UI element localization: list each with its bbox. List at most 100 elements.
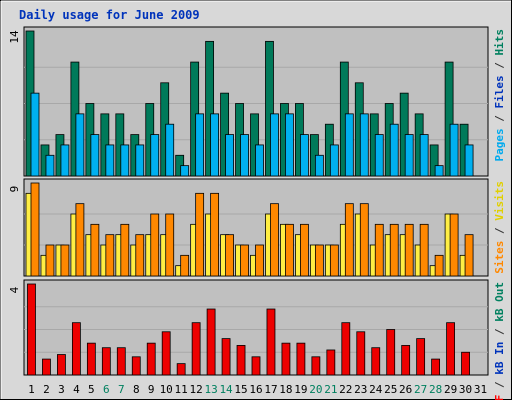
x-tick-label: 14	[219, 383, 233, 396]
bar-files-day-27	[419, 134, 429, 177]
bar-kb-f-day-15	[236, 345, 246, 376]
bar-kb-f-day-10	[161, 331, 171, 376]
ylabel-part: kB Out	[493, 282, 506, 322]
bar-sites-day-9	[150, 213, 160, 277]
x-tick-label: 21	[324, 383, 337, 396]
bar-sites-day-27	[419, 223, 429, 277]
ylabel-part: Files	[493, 75, 506, 108]
bar-sites-day-21	[329, 244, 339, 277]
bar-sites-day-7	[120, 223, 130, 277]
bar-sites-day-6	[105, 234, 115, 277]
bar-sites-day-11	[180, 254, 190, 277]
bar-kb-f-day-11	[176, 363, 186, 376]
bar-kb-f-day-20	[311, 356, 321, 376]
bar-kb-f-day-16	[251, 356, 261, 376]
bar-kb-f-day-13	[206, 308, 216, 376]
x-tick-label: 15	[234, 383, 247, 396]
bar-kb-f-day-7	[116, 347, 126, 376]
bar-kb-f-day-27	[416, 338, 426, 376]
x-tick-label: 17	[264, 383, 277, 396]
x-tick-label: 22	[339, 383, 352, 396]
bar-sites-day-4	[75, 203, 85, 277]
bar-files-day-8	[135, 144, 145, 177]
ymax-label: 14	[8, 30, 21, 44]
bar-sites-day-14	[225, 234, 234, 277]
bar-kb-f-day-30	[461, 351, 470, 376]
bar-kb-f-day-18	[281, 342, 291, 376]
bar-sites-day-15	[240, 244, 249, 277]
bar-files-day-14	[225, 134, 234, 177]
bar-files-day-25	[389, 123, 399, 177]
x-tick-label: 1	[28, 383, 35, 396]
ylabel-part: Hits	[493, 29, 506, 56]
bar-sites-day-2	[45, 244, 55, 277]
bar-sites-day-10	[165, 213, 175, 277]
bar-kb-f-day-12	[191, 322, 201, 376]
bar-files-day-28	[434, 165, 444, 177]
bar-files-day-3	[60, 144, 70, 177]
x-tick-label: 16	[249, 383, 262, 396]
bar-kb-f-day-26	[401, 345, 411, 376]
x-tick-label: 13	[204, 383, 217, 396]
x-tick-label: 9	[148, 383, 155, 396]
bar-sites-day-17	[270, 203, 279, 277]
ylabel-hits-files-pages: Pages / Files / Hits	[493, 29, 506, 162]
bar-files-day-11	[180, 165, 190, 177]
x-tick-label: 24	[369, 383, 383, 396]
ylabel-part: Visits	[493, 181, 506, 221]
bar-kb-f-day-23	[356, 331, 366, 376]
bar-files-day-10	[165, 123, 175, 177]
x-tick-label: 27	[414, 383, 427, 396]
bar-kb-f-day-1	[27, 283, 36, 376]
bar-sites-day-20	[314, 244, 324, 277]
bar-sites-day-12	[195, 192, 205, 277]
x-tick-label: 31	[474, 383, 487, 396]
bar-sites-day-24	[374, 223, 384, 277]
ylabel-part: /	[493, 109, 506, 129]
bar-kb-f-day-24	[371, 347, 381, 376]
bar-hits-day-29	[444, 61, 454, 177]
bar-sites-day-25	[389, 223, 399, 277]
x-tick-label: 2	[43, 383, 50, 396]
ylabel-part: kB In	[493, 342, 506, 375]
x-tick-label: 12	[190, 383, 203, 396]
bar-files-day-16	[255, 144, 264, 177]
bar-kb-f-day-17	[266, 308, 276, 376]
bar-hits-day-13	[205, 40, 215, 177]
bar-files-day-2	[45, 154, 55, 177]
bar-sites-day-19	[300, 223, 309, 277]
panel-hits-files-pages: 14 Pages / Files / Hits	[8, 26, 506, 177]
bar-sites-day-23	[359, 203, 369, 277]
x-tick-label: 18	[279, 383, 292, 396]
bar-files-day-21	[329, 144, 339, 177]
bar-files-day-29	[449, 123, 459, 177]
ylabel-visits-sites: Sites / Visits	[493, 181, 506, 274]
x-tick-label: 6	[103, 383, 110, 396]
bar-files-day-12	[195, 113, 205, 177]
bar-files-day-23	[359, 113, 369, 177]
bar-sites-day-26	[404, 223, 414, 277]
bar-hits-day-28	[429, 144, 439, 177]
ylabel-part: /	[493, 375, 506, 395]
panel-visits-sites: 9 Sites / Visits	[8, 178, 506, 277]
bar-files-day-9	[150, 134, 160, 177]
bar-sites-day-1	[30, 182, 40, 277]
x-tick-label: 4	[73, 383, 80, 396]
bar-kb-f-day-6	[101, 347, 111, 376]
x-tick-label: 29	[444, 383, 457, 396]
x-tick-label: 5	[88, 383, 95, 396]
ylabel-part: /	[493, 221, 506, 241]
bar-sites-day-22	[344, 203, 354, 277]
bar-files-day-17	[270, 113, 279, 177]
bar-kb-f-day-29	[446, 322, 455, 376]
bar-kb-f-day-19	[296, 342, 306, 376]
bar-kb-f-day-25	[386, 329, 396, 376]
ymax-label: 9	[8, 186, 21, 193]
bar-sites-day-29	[449, 213, 459, 277]
bar-files-day-7	[120, 144, 130, 177]
bar-kb-f-day-14	[221, 338, 231, 376]
bar-sites-day-5	[90, 223, 100, 277]
chart-title: Daily usage for June 2009	[19, 8, 200, 22]
